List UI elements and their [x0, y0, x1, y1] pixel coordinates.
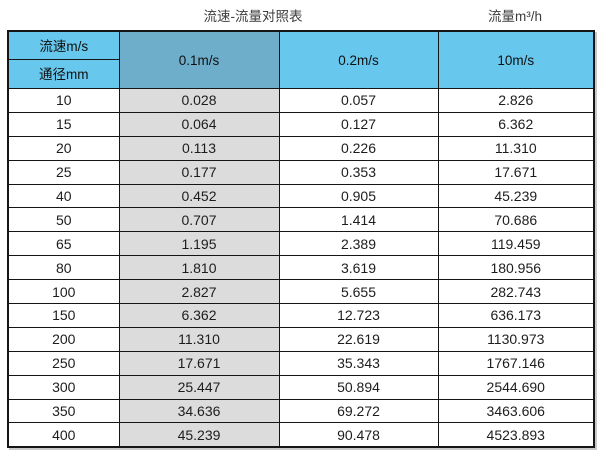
diameter-cell: 100: [7, 279, 120, 305]
flow-value-cell: 35.343: [278, 350, 439, 376]
flow-value-cell: 1130.973: [437, 326, 595, 352]
flow-value-cell: 0.177: [118, 159, 280, 185]
flow-value-cell: 17.671: [118, 350, 280, 376]
flow-value-cell: 3463.606: [437, 398, 595, 424]
flow-value-cell: 90.478: [278, 422, 439, 448]
flow-value-cell: 0.127: [278, 111, 439, 137]
header-row: 流速m/s 通径mm 0.1m/s 0.2m/s 10m/s: [7, 30, 595, 89]
flow-value-cell: 0.226: [278, 135, 439, 161]
table-row: 200 11.310 22.619 1130.973: [7, 326, 595, 352]
flow-value-cell: 6.362: [118, 303, 280, 328]
flow-value-cell: 34.636: [118, 398, 280, 424]
flow-value-cell: 4523.893: [437, 422, 595, 448]
flow-value-cell: 17.671: [437, 159, 595, 185]
table-row: 25 0.177 0.353 17.671: [7, 159, 595, 185]
column-header-velocity-10: 10m/s: [437, 30, 595, 89]
flow-value-cell: 0.028: [118, 88, 280, 113]
flow-value-cell: 22.619: [278, 326, 439, 352]
table-row: 350 34.636 69.272 3463.606: [7, 398, 595, 424]
flow-value-cell: 2.826: [437, 88, 595, 113]
flow-value-cell: 0.707: [118, 207, 280, 233]
diameter-cell: 80: [7, 255, 120, 281]
flow-value-cell: 50.894: [278, 374, 439, 400]
corner-diameter-label: 通径mm: [39, 67, 89, 82]
column-header-velocity-0-1: 0.1m/s: [118, 30, 280, 89]
flow-value-cell: 25.447: [118, 374, 280, 400]
table-row: 65 1.195 2.389 119.459: [7, 231, 595, 257]
flow-value-cell: 1.195: [118, 231, 280, 257]
flow-value-cell: 6.362: [437, 111, 595, 137]
flow-value-cell: 2.389: [278, 231, 439, 257]
diameter-cell: 150: [7, 303, 120, 328]
flow-value-cell: 1767.146: [437, 350, 595, 376]
flow-value-cell: 0.057: [278, 88, 439, 113]
flow-value-cell: 45.239: [118, 422, 280, 448]
flow-value-cell: 180.956: [437, 255, 595, 281]
flow-value-cell: 1.414: [278, 207, 439, 233]
diameter-cell: 300: [7, 374, 120, 400]
flow-value-cell: 70.686: [437, 207, 595, 233]
flow-value-cell: 0.353: [278, 159, 439, 185]
table-row: 80 1.810 3.619 180.956: [7, 255, 595, 281]
flow-value-cell: 1.810: [118, 255, 280, 281]
flow-value-cell: 0.452: [118, 183, 280, 209]
table-row: 300 25.447 50.894 2544.690: [7, 374, 595, 400]
diameter-cell: 50: [7, 207, 120, 233]
table-row: 150 6.362 12.723 636.173: [7, 303, 595, 328]
diameter-cell: 200: [7, 326, 120, 352]
diameter-cell: 10: [7, 88, 120, 113]
table-title: 流速-流量对照表: [203, 9, 303, 24]
diameter-cell: 400: [7, 422, 120, 448]
diameter-cell: 25: [7, 159, 120, 185]
diameter-cell: 350: [7, 398, 120, 424]
diameter-cell: 65: [7, 231, 120, 257]
diameter-cell: 20: [7, 135, 120, 161]
titlebar: 流速-流量对照表 流量m³/h: [0, 0, 600, 30]
table-row: 50 0.707 1.414 70.686: [7, 207, 595, 233]
table-row: 40 0.452 0.905 45.239: [7, 183, 595, 209]
table-row: 15 0.064 0.127 6.362: [7, 111, 595, 137]
corner-header-cell: 流速m/s 通径mm: [7, 30, 120, 89]
diameter-cell: 250: [7, 350, 120, 376]
flow-value-cell: 2544.690: [437, 374, 595, 400]
flow-value-cell: 0.113: [118, 135, 280, 161]
flow-unit-label: 流量m³/h: [488, 9, 542, 24]
flow-value-cell: 2.827: [118, 279, 280, 305]
table-row: 250 17.671 35.343 1767.146: [7, 350, 595, 376]
flow-value-cell: 0.905: [278, 183, 439, 209]
diameter-cell: 40: [7, 183, 120, 209]
flow-value-cell: 12.723: [278, 303, 439, 328]
flow-value-cell: 282.743: [437, 279, 595, 305]
table-body: 10 0.028 0.057 2.826 15 0.064 0.127 6.362 20 0.11…: [7, 88, 595, 448]
flow-value-cell: 0.064: [118, 111, 280, 137]
table-row: 10 0.028 0.057 2.826: [7, 88, 595, 113]
flow-value-cell: 5.655: [278, 279, 439, 305]
flow-value-cell: 11.310: [437, 135, 595, 161]
table-row: 20 0.113 0.226 11.310: [7, 135, 595, 161]
table-row: 100 2.827 5.655 282.743: [7, 279, 595, 305]
corner-velocity-label: 流速m/s: [9, 32, 118, 60]
flow-value-cell: 119.459: [437, 231, 595, 257]
column-header-velocity-0-2: 0.2m/s: [278, 30, 439, 89]
flow-value-cell: 45.239: [437, 183, 595, 209]
table-row: 400 45.239 90.478 4523.893: [7, 422, 595, 448]
diameter-cell: 15: [7, 111, 120, 137]
flow-rate-table: 流速m/s 通径mm 0.1m/s 0.2m/s 10m/s 10 0.028 0.…: [7, 30, 595, 448]
flow-value-cell: 69.272: [278, 398, 439, 424]
flow-value-cell: 636.173: [437, 303, 595, 328]
flow-value-cell: 11.310: [118, 326, 280, 352]
flow-value-cell: 3.619: [278, 255, 439, 281]
